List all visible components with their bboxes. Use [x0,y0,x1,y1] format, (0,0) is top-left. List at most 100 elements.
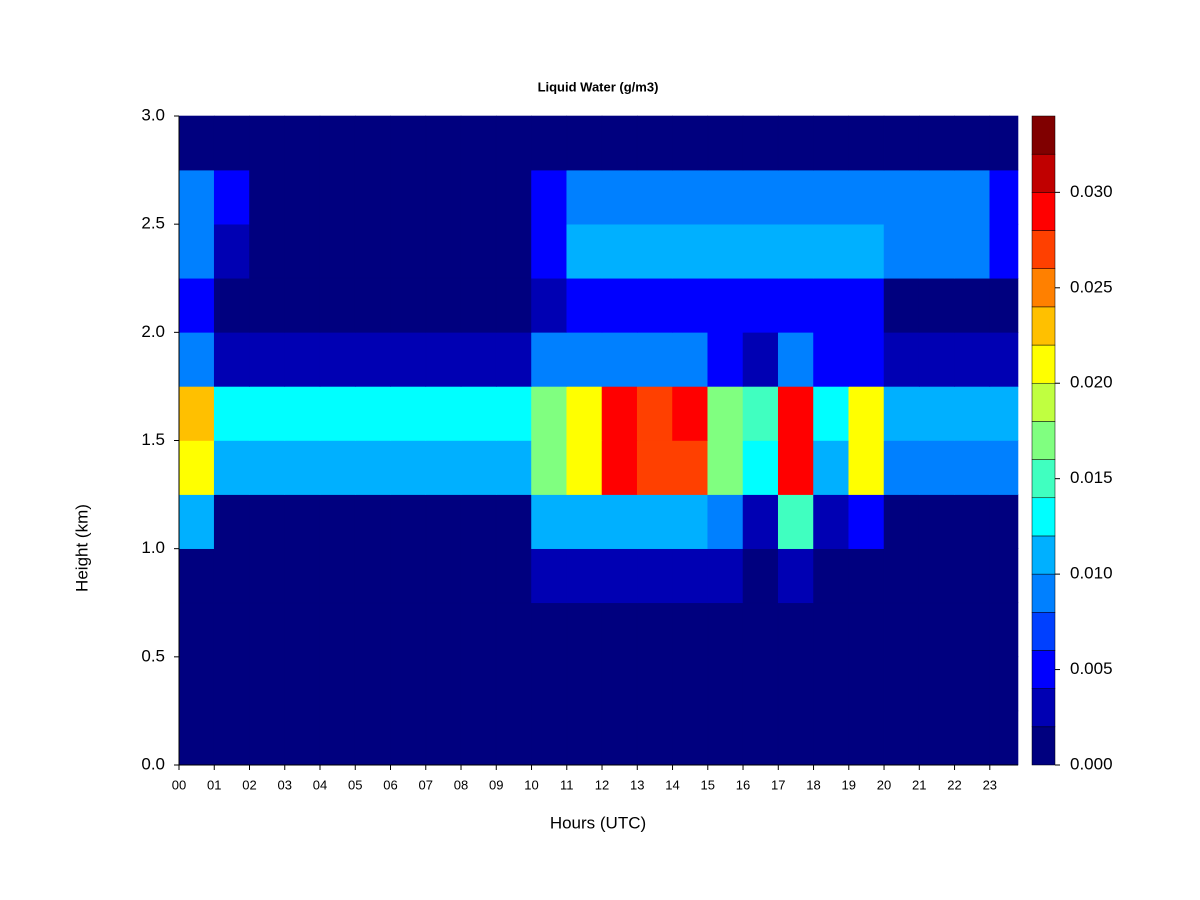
cell [672,440,709,495]
cell [848,386,885,441]
cell [883,548,920,604]
cell [566,710,603,766]
cell [249,602,286,658]
cell [742,656,779,712]
colorbar-swatch [1031,230,1056,269]
cell [707,548,744,604]
colorbar-swatch [1031,268,1056,308]
cell [918,332,955,387]
cell [354,548,391,604]
cell [742,494,779,549]
x-tick-label: 23 [983,777,997,792]
cell [954,332,991,387]
cell [178,386,215,441]
cell [883,386,920,441]
cell [954,277,991,333]
cell [566,115,603,171]
cell [390,494,427,549]
cell [390,386,427,441]
cell [495,440,532,495]
cell [495,602,532,658]
cell [707,656,744,712]
cell [566,602,603,658]
cell [495,386,532,441]
cell [284,386,321,441]
cell [425,494,462,549]
x-tick-label: 15 [701,777,715,792]
colorbar: 0.000 0.005 0.010 0.015 0.020 0.025 0.030 [1031,115,1113,773]
cell [319,494,356,549]
cell [742,169,779,225]
cell [883,115,920,171]
x-tick-label: 08 [454,777,468,792]
cell [848,602,885,658]
cell [354,277,391,333]
cell [601,277,638,333]
cell [249,710,286,766]
cell [249,440,286,495]
cell [707,386,744,441]
cell [531,710,568,766]
cell [742,277,779,333]
cell [918,440,955,495]
cell [742,440,779,495]
cell [284,332,321,387]
cell [460,115,497,171]
x-tick-label: 04 [313,777,327,792]
cell [813,656,850,712]
cell [319,115,356,171]
colorbar-swatch [1031,459,1056,499]
cell [213,494,250,549]
cell [742,115,779,171]
cell [213,223,250,279]
cell [284,710,321,766]
cell [777,710,814,766]
cell [178,602,215,658]
cell [989,494,1019,549]
cell [777,656,814,712]
cell [531,494,568,549]
x-tick-label: 16 [736,777,750,792]
cell [495,277,532,333]
cell [249,169,286,225]
cell [425,440,462,495]
colorbar-tick-label: 0.005 [1070,659,1113,678]
colorbar-tick-label: 0.020 [1070,373,1113,392]
cell [213,548,250,604]
cell [672,494,709,549]
x-tick-label: 10 [524,777,538,792]
cell [989,332,1019,387]
cell [249,494,286,549]
cell [777,548,814,604]
cell [918,602,955,658]
cell [566,223,603,279]
cell [777,332,814,387]
y-tick-label: 3.0 [141,105,165,124]
cell [848,332,885,387]
cell [601,494,638,549]
cell [813,386,850,441]
cell [425,602,462,658]
y-tick-label: 0.5 [141,646,165,665]
cell [636,169,673,225]
cell [672,332,709,387]
cell [813,710,850,766]
cell [601,115,638,171]
cell [425,223,462,279]
colorbar-tick-label: 0.015 [1070,468,1113,487]
cell [883,440,920,495]
cell [848,440,885,495]
cell [954,548,991,604]
colorbar-swatch [1031,421,1056,460]
cell [813,332,850,387]
cell [883,332,920,387]
x-tick-label: 12 [595,777,609,792]
cell [707,332,744,387]
cell [390,223,427,279]
cell [460,332,497,387]
cell [777,169,814,225]
cell [742,602,779,658]
colorbar-swatch [1031,535,1056,575]
cell [989,277,1019,333]
cell [636,386,673,441]
